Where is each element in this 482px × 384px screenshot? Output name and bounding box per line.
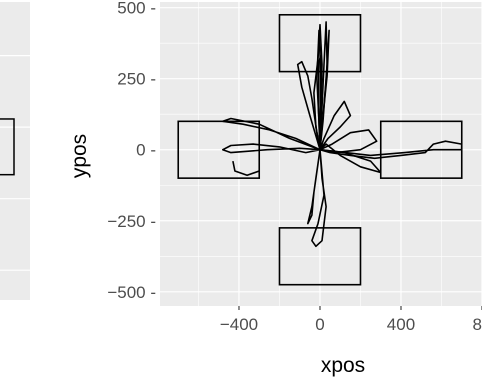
y-axis-title: ypos xyxy=(68,134,91,178)
x-tick-label: 0 xyxy=(315,315,324,334)
x-tick-label: −400 xyxy=(220,315,258,334)
trajectory-line xyxy=(232,160,260,177)
x-axis-title: xpos xyxy=(321,354,365,377)
left-panel-background xyxy=(0,2,30,300)
left-panel-target-box xyxy=(0,118,15,176)
trajectory-line xyxy=(311,149,327,248)
x-tick-label: 400 xyxy=(387,315,415,334)
y-tick-label: 500 - xyxy=(117,0,156,18)
y-tick-label: 0 - xyxy=(136,141,156,160)
y-tick-label: −250 - xyxy=(107,212,156,231)
trajectory-line xyxy=(296,60,321,150)
target-box xyxy=(278,227,362,286)
trajectory-line xyxy=(317,55,322,150)
trajectory-line xyxy=(319,143,382,174)
trajectory-line xyxy=(306,149,321,225)
trajectory-line xyxy=(222,117,321,151)
x-tick-label: 80 xyxy=(473,315,482,334)
trajectory-line xyxy=(319,29,330,150)
trajectory-line xyxy=(319,140,463,160)
trajectory-line xyxy=(319,100,352,151)
trajectory-line xyxy=(222,143,321,154)
y-tick-label: 250 - xyxy=(117,70,156,89)
y-tick-label: −500 - xyxy=(107,283,156,302)
